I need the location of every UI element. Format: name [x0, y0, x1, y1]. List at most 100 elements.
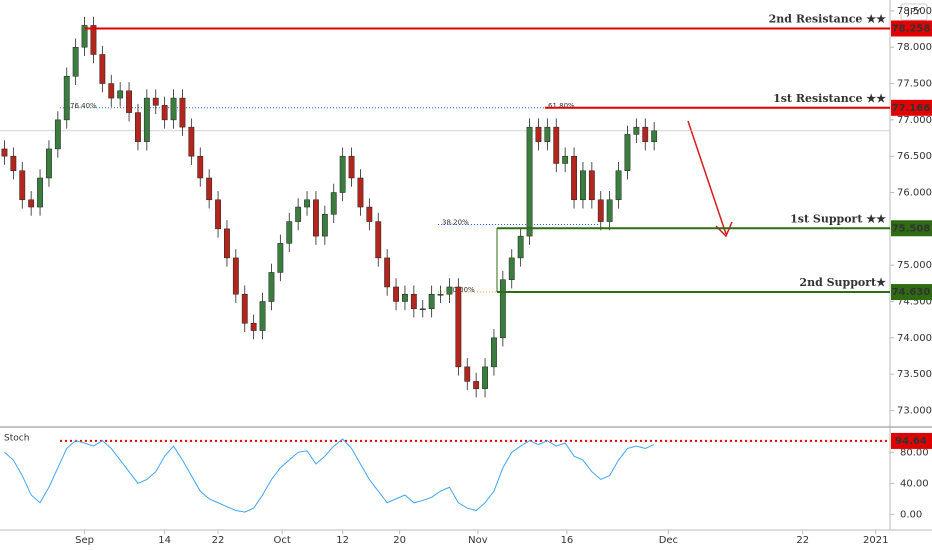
candle-body — [348, 155, 355, 179]
x-tick-label: 20 — [393, 535, 406, 546]
candle-body — [597, 199, 604, 222]
candle-body — [206, 177, 213, 201]
x-tick-label: Sep — [75, 535, 94, 546]
stoch-level-label: 94.64 — [895, 436, 927, 447]
currency-box — [900, 3, 928, 21]
candle-body — [179, 97, 186, 128]
candle-body — [10, 155, 17, 171]
candle-body — [330, 192, 337, 215]
candle-body — [526, 126, 533, 237]
candle-body — [215, 199, 221, 230]
candle-body — [446, 286, 453, 295]
candle-body — [304, 199, 310, 208]
stoch-line — [4, 438, 655, 513]
candle-body — [357, 177, 364, 208]
candle-body — [241, 293, 248, 324]
candle-body — [259, 301, 266, 331]
candle-body — [81, 25, 88, 48]
candle-body — [277, 243, 284, 273]
fib-label: 76.40% — [70, 102, 97, 110]
fib-label: 61.80% — [548, 102, 575, 110]
candle-body — [419, 308, 426, 311]
y-tick-label: 40.00 — [900, 478, 929, 489]
y-tick-label: 74.500 — [897, 296, 932, 307]
candle-body — [615, 170, 622, 201]
candle-body — [19, 170, 26, 201]
y-tick-label: 78.500 — [897, 6, 932, 17]
candle-body — [250, 323, 257, 331]
candle-body — [402, 293, 408, 302]
candle-body — [553, 126, 560, 164]
y-tick-label: 76.500 — [897, 151, 932, 162]
candle-body — [428, 293, 435, 310]
candle-body — [339, 155, 346, 193]
forecast-arrow — [687, 120, 727, 235]
candle-body — [642, 126, 649, 142]
y-tick-label: 77.500 — [897, 79, 932, 90]
fib-label: 50.00% — [448, 286, 475, 294]
level-price: 74.630 — [892, 287, 931, 298]
candle-body — [170, 97, 177, 121]
level-price: 75.508 — [892, 223, 931, 234]
y-tick-label: 74.000 — [897, 333, 932, 344]
candle-body — [224, 228, 230, 259]
x-tick-label: Dec — [659, 535, 678, 546]
candle-body — [188, 126, 195, 157]
candle-body — [161, 105, 168, 121]
candle-body — [437, 293, 444, 296]
candle-body — [152, 97, 159, 106]
candle-body — [72, 46, 79, 77]
candle-body — [375, 221, 382, 259]
candle-body — [286, 221, 293, 244]
candle-body — [633, 126, 640, 135]
candle-body — [517, 235, 524, 259]
candle-body — [393, 286, 399, 302]
candle-body — [197, 155, 204, 179]
x-tick-label: 14 — [158, 535, 171, 546]
level-name: 2nd Support★ — [799, 276, 886, 289]
candle-body — [90, 25, 97, 55]
candle-body — [313, 199, 319, 237]
y-tick-label: 76.000 — [897, 188, 932, 199]
candle-body — [464, 366, 471, 382]
fib-label: 38.20% — [442, 218, 469, 226]
currency: JPY — [906, 8, 921, 18]
level-name: 1st Support ★★ — [790, 212, 886, 225]
candle-body — [143, 97, 150, 142]
candle-body — [232, 257, 239, 295]
level-price: 78.258 — [892, 23, 931, 34]
candle-body — [491, 337, 497, 368]
y-tick-label: 80.00 — [900, 447, 929, 458]
x-tick-label: Nov — [468, 535, 488, 546]
y-tick-label: 77.000 — [897, 115, 932, 126]
x-tick-label: Oct — [273, 535, 290, 546]
candle-body — [135, 112, 141, 142]
candle-body — [108, 83, 115, 99]
candle-body — [366, 206, 373, 222]
y-tick-label: 75.000 — [897, 260, 932, 271]
candle-body — [473, 381, 480, 389]
x-tick-label: 22 — [212, 535, 225, 546]
forecast-arrowhead — [715, 221, 733, 238]
level-name: 1st Resistance ★★ — [773, 92, 886, 105]
candle-body — [455, 286, 462, 368]
candle-body — [28, 199, 35, 208]
candle-body — [624, 134, 631, 171]
candle-body — [268, 272, 275, 302]
candle-body — [508, 257, 515, 280]
candle-body — [535, 126, 542, 142]
candle-body — [544, 126, 551, 142]
candle-body — [321, 214, 328, 237]
candle-body — [410, 293, 417, 310]
candle-body — [126, 90, 132, 113]
candle-body — [482, 366, 488, 389]
level-price-box — [891, 20, 932, 37]
x-tick-label: 12 — [336, 535, 349, 546]
x-tick-label: 16 — [561, 535, 574, 546]
candle-body — [99, 54, 106, 84]
candle-body — [37, 177, 43, 208]
y-tick-label: 73.500 — [897, 369, 932, 380]
candle-body — [651, 130, 658, 142]
